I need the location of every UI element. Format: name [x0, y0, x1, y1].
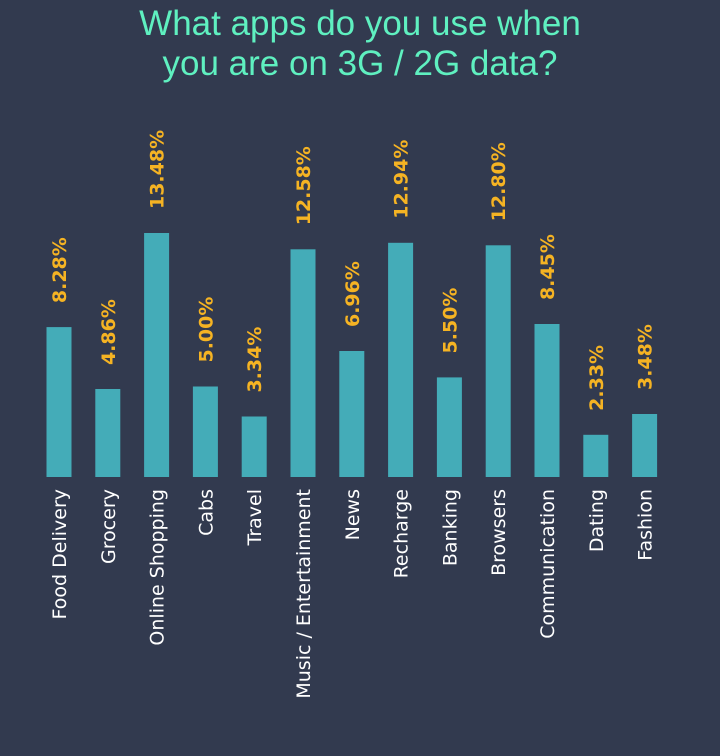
- bar-11: [583, 434, 609, 477]
- category-label-8: Banking: [439, 489, 461, 566]
- category-label-3: Cabs: [195, 489, 217, 536]
- bar-9: [485, 245, 511, 477]
- value-label-3: 5.00%: [195, 297, 217, 363]
- bar-10: [534, 324, 560, 477]
- value-label-12: 3.48%: [635, 324, 657, 390]
- bar-1: [95, 389, 121, 477]
- value-label-8: 5.50%: [439, 288, 461, 354]
- bar-0: [46, 327, 72, 477]
- bar-5: [290, 249, 316, 477]
- category-label-6: News: [342, 489, 364, 540]
- chart-title: What apps do you use when you are on 3G …: [0, 4, 720, 84]
- value-label-7: 12.94%: [391, 140, 413, 219]
- value-label-10: 8.45%: [537, 234, 559, 300]
- category-label-0: Food Delivery: [49, 489, 71, 619]
- value-label-11: 2.33%: [586, 345, 608, 411]
- category-label-7: Recharge: [391, 489, 413, 578]
- bar-3: [192, 386, 218, 477]
- value-label-0: 8.28%: [49, 237, 71, 303]
- category-label-5: Music / Entertainment: [293, 489, 315, 699]
- category-label-9: Browsers: [488, 489, 510, 576]
- bar-8: [436, 377, 462, 477]
- category-label-10: Communication: [537, 489, 559, 639]
- bar-6: [339, 351, 365, 477]
- category-label-1: Grocery: [98, 489, 120, 564]
- bar-7: [388, 242, 414, 477]
- value-label-1: 4.86%: [98, 299, 120, 365]
- chart-title-line-1: What apps do you use when: [139, 4, 581, 43]
- category-label-4: Travel: [244, 489, 266, 546]
- value-label-4: 3.34%: [244, 327, 266, 393]
- value-label-9: 12.80%: [488, 142, 510, 221]
- value-label-2: 13.48%: [147, 130, 169, 209]
- bar-12: [632, 414, 658, 477]
- chart-title-line-2: you are on 3G / 2G data?: [162, 44, 558, 83]
- value-label-5: 12.58%: [293, 146, 315, 225]
- category-label-11: Dating: [586, 489, 608, 552]
- category-label-2: Online Shopping: [147, 489, 169, 646]
- bar-2: [144, 233, 170, 477]
- value-label-6: 6.96%: [342, 261, 364, 327]
- category-label-12: Fashion: [635, 489, 657, 561]
- bar-4: [241, 416, 267, 477]
